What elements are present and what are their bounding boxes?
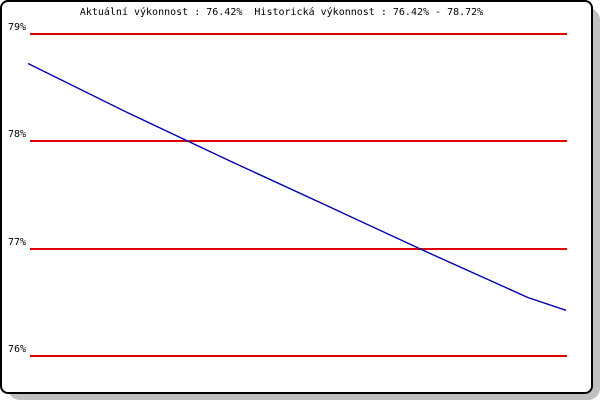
gridline-76% — [30, 354, 567, 357]
y-tick-label-77%: 77% — [8, 236, 27, 248]
chart-area: Aktuální výkonnost : 76.42% Historická v… — [8, 7, 567, 357]
gridline-77% — [30, 247, 567, 250]
chart-panel: Aktuální výkonnost : 76.42% Historická v… — [0, 0, 593, 394]
chart-title: Aktuální výkonnost : 76.42% Historická v… — [79, 7, 484, 18]
gridline-79% — [30, 33, 567, 35]
gridline-78% — [30, 140, 567, 143]
y-tick-label-79%: 79% — [8, 22, 27, 33]
performance-line — [27, 62, 567, 311]
y-tick-label-76%: 76% — [8, 343, 27, 355]
y-tick-label-78%: 78% — [8, 129, 27, 141]
